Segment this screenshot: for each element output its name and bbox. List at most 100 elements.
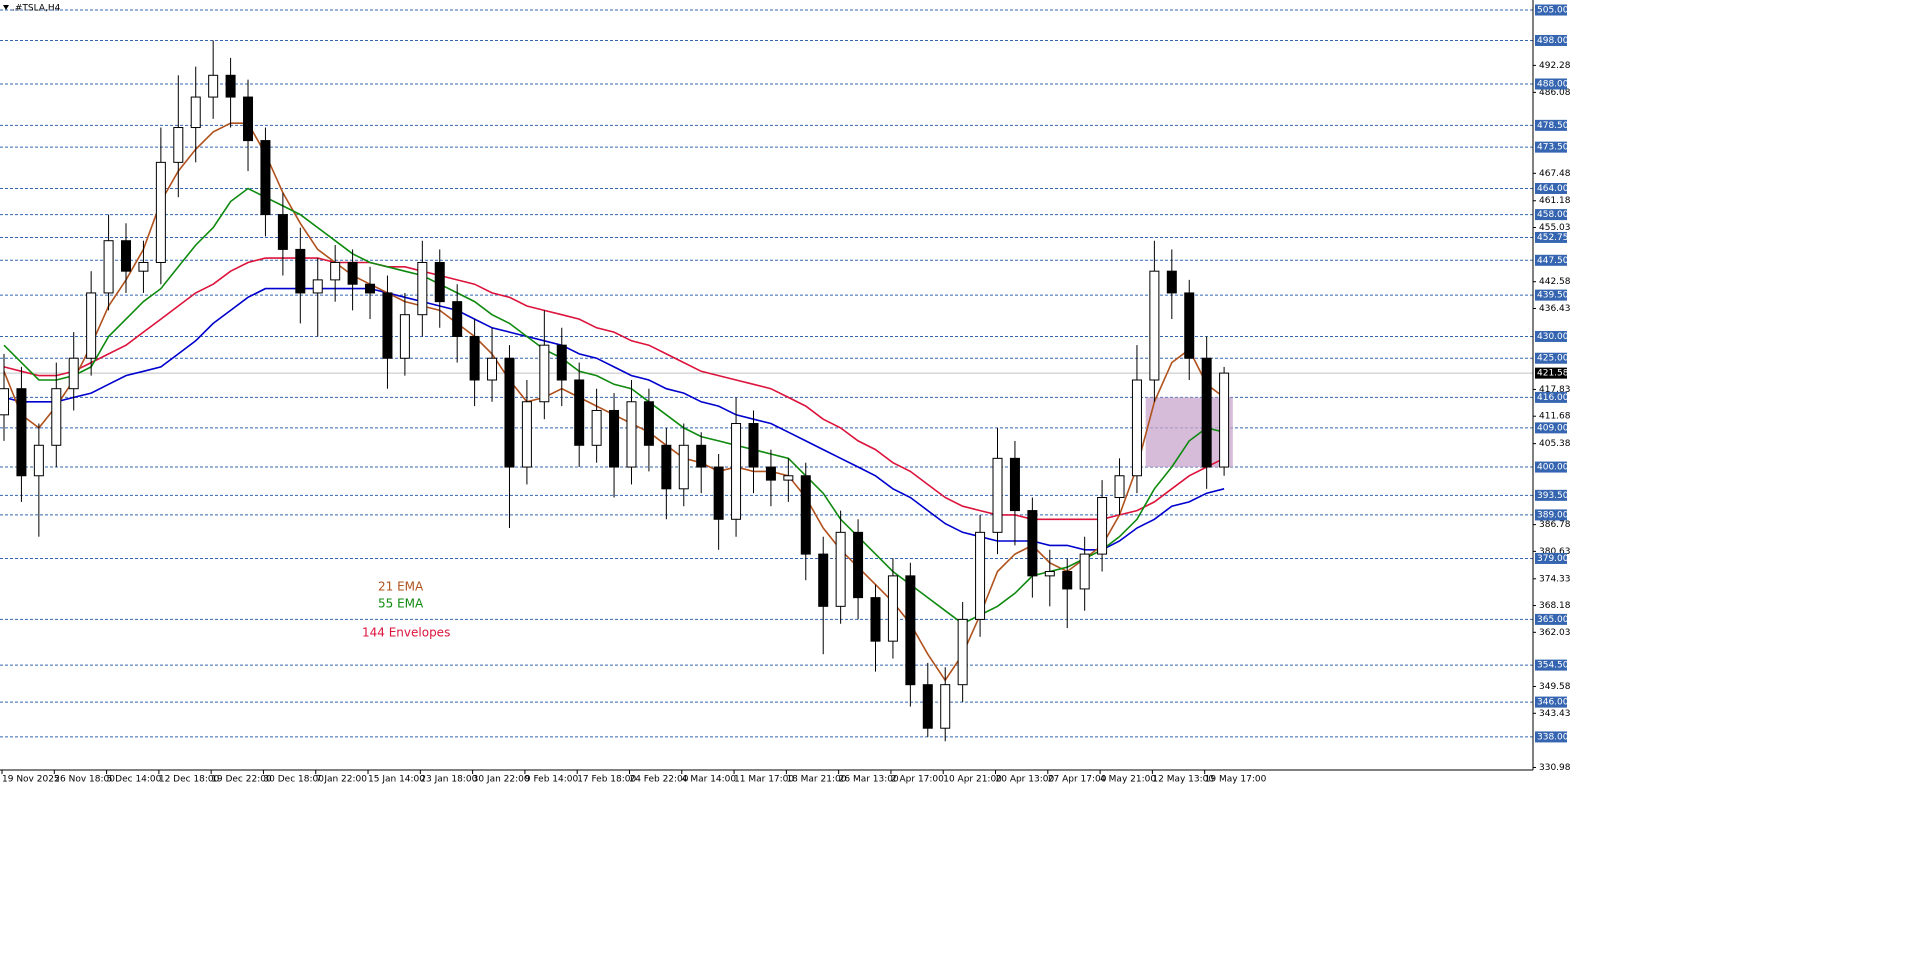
level-label: 393.50 [1537,491,1569,501]
level-label-box [1535,613,1567,625]
x-tick-label: 2 Apr 17:00 [891,775,944,785]
envelope-lower [3,287,1225,551]
candle-body [155,161,166,263]
candle-body [190,96,201,129]
candle-body [1201,357,1212,468]
candle-body [243,96,254,142]
candle-body [713,466,724,520]
level-label: 354.50 [1537,661,1569,671]
x-tick-label: 4 May 21:00 [1100,775,1156,785]
x-tick-label: 12 Dec 18:00 [159,775,220,785]
level-label-box [1535,34,1567,46]
level-label-box [1535,119,1567,131]
candle-body [887,575,898,642]
level-label-box [1535,182,1567,194]
x-tick-label: 23 Jan 18:00 [420,775,477,785]
x-tick-label: 18 Mar 21:00 [786,775,846,785]
candle-body [1114,475,1125,499]
candle-body [643,401,654,446]
candle-body [957,618,968,686]
candle-body [16,388,27,477]
zone [1145,397,1233,468]
level-label: 346.00 [1537,698,1569,708]
level-label: 425.00 [1537,354,1569,364]
y-tick-label: 417.83 [1539,385,1571,395]
level-label: 478.50 [1537,121,1569,131]
candle-body [1009,457,1020,512]
candle-body [818,553,829,607]
candle-body [0,388,9,416]
y-tick-label: 362.03 [1539,628,1571,638]
level-label: 400.00 [1537,463,1569,473]
level-label-box [1535,209,1567,221]
level-label: 464.00 [1537,184,1569,194]
x-tick-label: 30 Jan 22:00 [473,775,530,785]
envelope-name: 144 Envelopes [362,626,450,640]
y-tick-label: 380.63 [1539,547,1571,557]
level-label-box [1535,422,1567,434]
candle-body [103,240,114,294]
y-tick-label: 368.18 [1539,601,1571,611]
candle-body [1062,571,1073,590]
y-tick-label: 374.33 [1539,574,1571,584]
y-tick-label: 436.43 [1539,304,1571,314]
candle-body [347,261,358,285]
candle-body [748,423,759,468]
x-tick-label: 19 May 17:00 [1205,775,1267,785]
candle-body [539,344,550,403]
envelope-upper [3,257,1225,521]
symbol-menu-icon[interactable] [3,5,9,10]
level-label: 416.00 [1537,393,1569,403]
level-label-box [1535,391,1567,403]
candle-body [417,261,428,316]
candle-body [208,74,219,98]
ema-line [3,187,1225,625]
level-label-box [1535,78,1567,90]
candle-body [556,344,567,381]
candle-body [51,388,62,446]
y-tick-label: 486.08 [1539,88,1571,98]
candle-body [975,531,986,620]
x-tick-label: 30 Dec 18:00 [263,775,324,785]
x-tick-label: 20 Apr 13:00 [996,775,1055,785]
candle-body [696,444,707,468]
candle-body [399,314,410,359]
candle-body [330,261,341,281]
level-label-box [1535,330,1567,342]
candle-body [731,423,742,520]
x-tick-label: 9 Feb 14:00 [525,775,579,785]
x-tick-label: 10 Apr 21:00 [943,775,1002,785]
x-tick-label: 27 Apr 17:00 [1048,775,1107,785]
x-tick-label: 12 May 13:00 [1152,775,1214,785]
candle-body [1184,292,1195,359]
candle-body [870,597,881,642]
candle-body [1079,553,1090,590]
y-tick-label: 349.58 [1539,682,1571,692]
x-tick-label: 24 Feb 22:00 [629,775,688,785]
candle-body [521,401,532,468]
candle-body [940,684,951,729]
candle-body [853,531,864,599]
x-tick-label: 4 Mar 14:00 [682,775,737,785]
level-label: 430.00 [1537,332,1569,342]
candle-body [312,279,323,294]
level-label: 439.50 [1537,291,1569,301]
candle-body [382,292,393,359]
level-label: 473.50 [1537,143,1569,153]
x-tick-label: 26 Mar 13:00 [839,775,899,785]
level-label: 458.00 [1537,210,1569,220]
y-tick-label: 405.38 [1539,439,1571,449]
level-label: 452.75 [1537,233,1569,243]
level-label-box [1535,489,1567,501]
y-tick-label: 461.18 [1539,196,1571,206]
x-tick-label: 17 Feb 18:00 [577,775,636,785]
level-label-box [1535,289,1567,301]
line-name: 55 EMA [378,597,424,611]
x-tick-label: 19 Dec 22:00 [211,775,272,785]
level-label-box [1535,4,1567,16]
candle-body [1131,379,1142,477]
candle-body [922,684,933,729]
